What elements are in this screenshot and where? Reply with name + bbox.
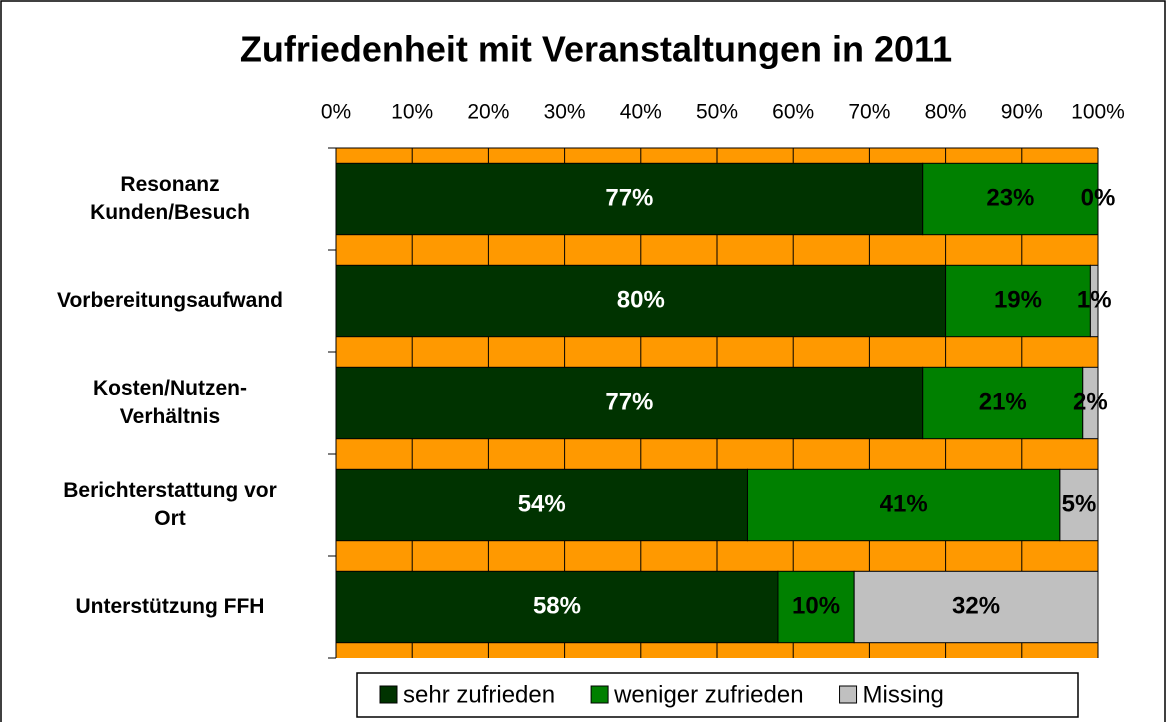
y-tick-label: Kosten/Nutzen- Verhältnis <box>93 377 247 428</box>
x-tick-label: 80% <box>925 101 967 124</box>
legend-label: weniger zufrieden <box>613 681 803 708</box>
data-label: 19% <box>994 286 1042 313</box>
x-tick-label: 20% <box>467 101 509 124</box>
data-label: 54% <box>518 490 566 517</box>
data-label: 21% <box>979 388 1027 415</box>
data-label: 0% <box>1081 184 1116 211</box>
x-tick-label: 60% <box>772 101 814 124</box>
y-tick-label-line: Berichterstattung vor <box>63 479 277 502</box>
y-tick-label-line: Ort <box>154 507 186 530</box>
bar-segment <box>945 264 1091 338</box>
y-tick-label-line: Vorbereitungsaufwand <box>57 289 283 312</box>
legend-label: sehr zufrieden <box>403 681 555 708</box>
x-tick-label: 40% <box>620 101 662 124</box>
y-tick-label-line: Verhältnis <box>120 405 220 428</box>
bar-segment <box>1089 264 1099 338</box>
y-tick-label-line: Kosten/Nutzen- <box>93 377 247 400</box>
y-tick-label: Unterstützung FFH <box>76 595 265 618</box>
bar-segment <box>922 162 1099 236</box>
x-tick-label: 50% <box>696 101 738 124</box>
x-tick-label: 30% <box>544 101 586 124</box>
data-label: 58% <box>533 592 581 619</box>
x-tick-label: 70% <box>848 101 890 124</box>
data-label: 5% <box>1062 490 1097 517</box>
bar-segment <box>335 264 947 338</box>
y-tick-label-line: Resonanz <box>120 173 219 196</box>
legend-box <box>356 672 1079 718</box>
data-label: 77% <box>605 184 653 211</box>
legend: sehr zufrieden weniger zufrieden Missing <box>356 672 1079 718</box>
data-label: 41% <box>880 490 928 517</box>
data-label: 23% <box>986 184 1034 211</box>
bar-segment <box>335 162 924 236</box>
bar-segment <box>335 570 779 644</box>
y-tick-label: Berichterstattung vor Ort <box>63 479 277 530</box>
data-label: 80% <box>617 286 665 313</box>
bar-segment <box>853 570 1099 644</box>
bar-segment <box>922 366 1084 440</box>
data-label: 32% <box>952 592 1000 619</box>
chart-title: Zufriedenheit mit Veranstaltungen in 201… <box>240 29 952 70</box>
data-label: 2% <box>1073 388 1108 415</box>
y-tick-label: Vorbereitungsaufwand <box>57 289 283 312</box>
legend-swatch <box>839 685 858 704</box>
data-label: 77% <box>605 388 653 415</box>
y-tick-label-line: Kunden/Besuch <box>90 201 250 224</box>
legend-swatch <box>590 685 609 704</box>
data-label: 10% <box>792 592 840 619</box>
legend-label: Missing <box>863 681 944 708</box>
x-tick-label: 90% <box>1001 101 1043 124</box>
legend-swatch <box>379 685 398 704</box>
y-tick-label-line: Unterstützung FFH <box>76 595 265 618</box>
bar-segment <box>335 366 924 440</box>
x-tick-label: 100% <box>1071 101 1125 124</box>
x-tick-label: 10% <box>391 101 433 124</box>
data-label: 1% <box>1077 286 1112 313</box>
bar-segment <box>1059 468 1099 542</box>
bar-segment <box>1082 366 1099 440</box>
x-tick-label: 0% <box>321 101 351 124</box>
y-tick-label: Resonanz Kunden/Besuch <box>90 173 250 224</box>
